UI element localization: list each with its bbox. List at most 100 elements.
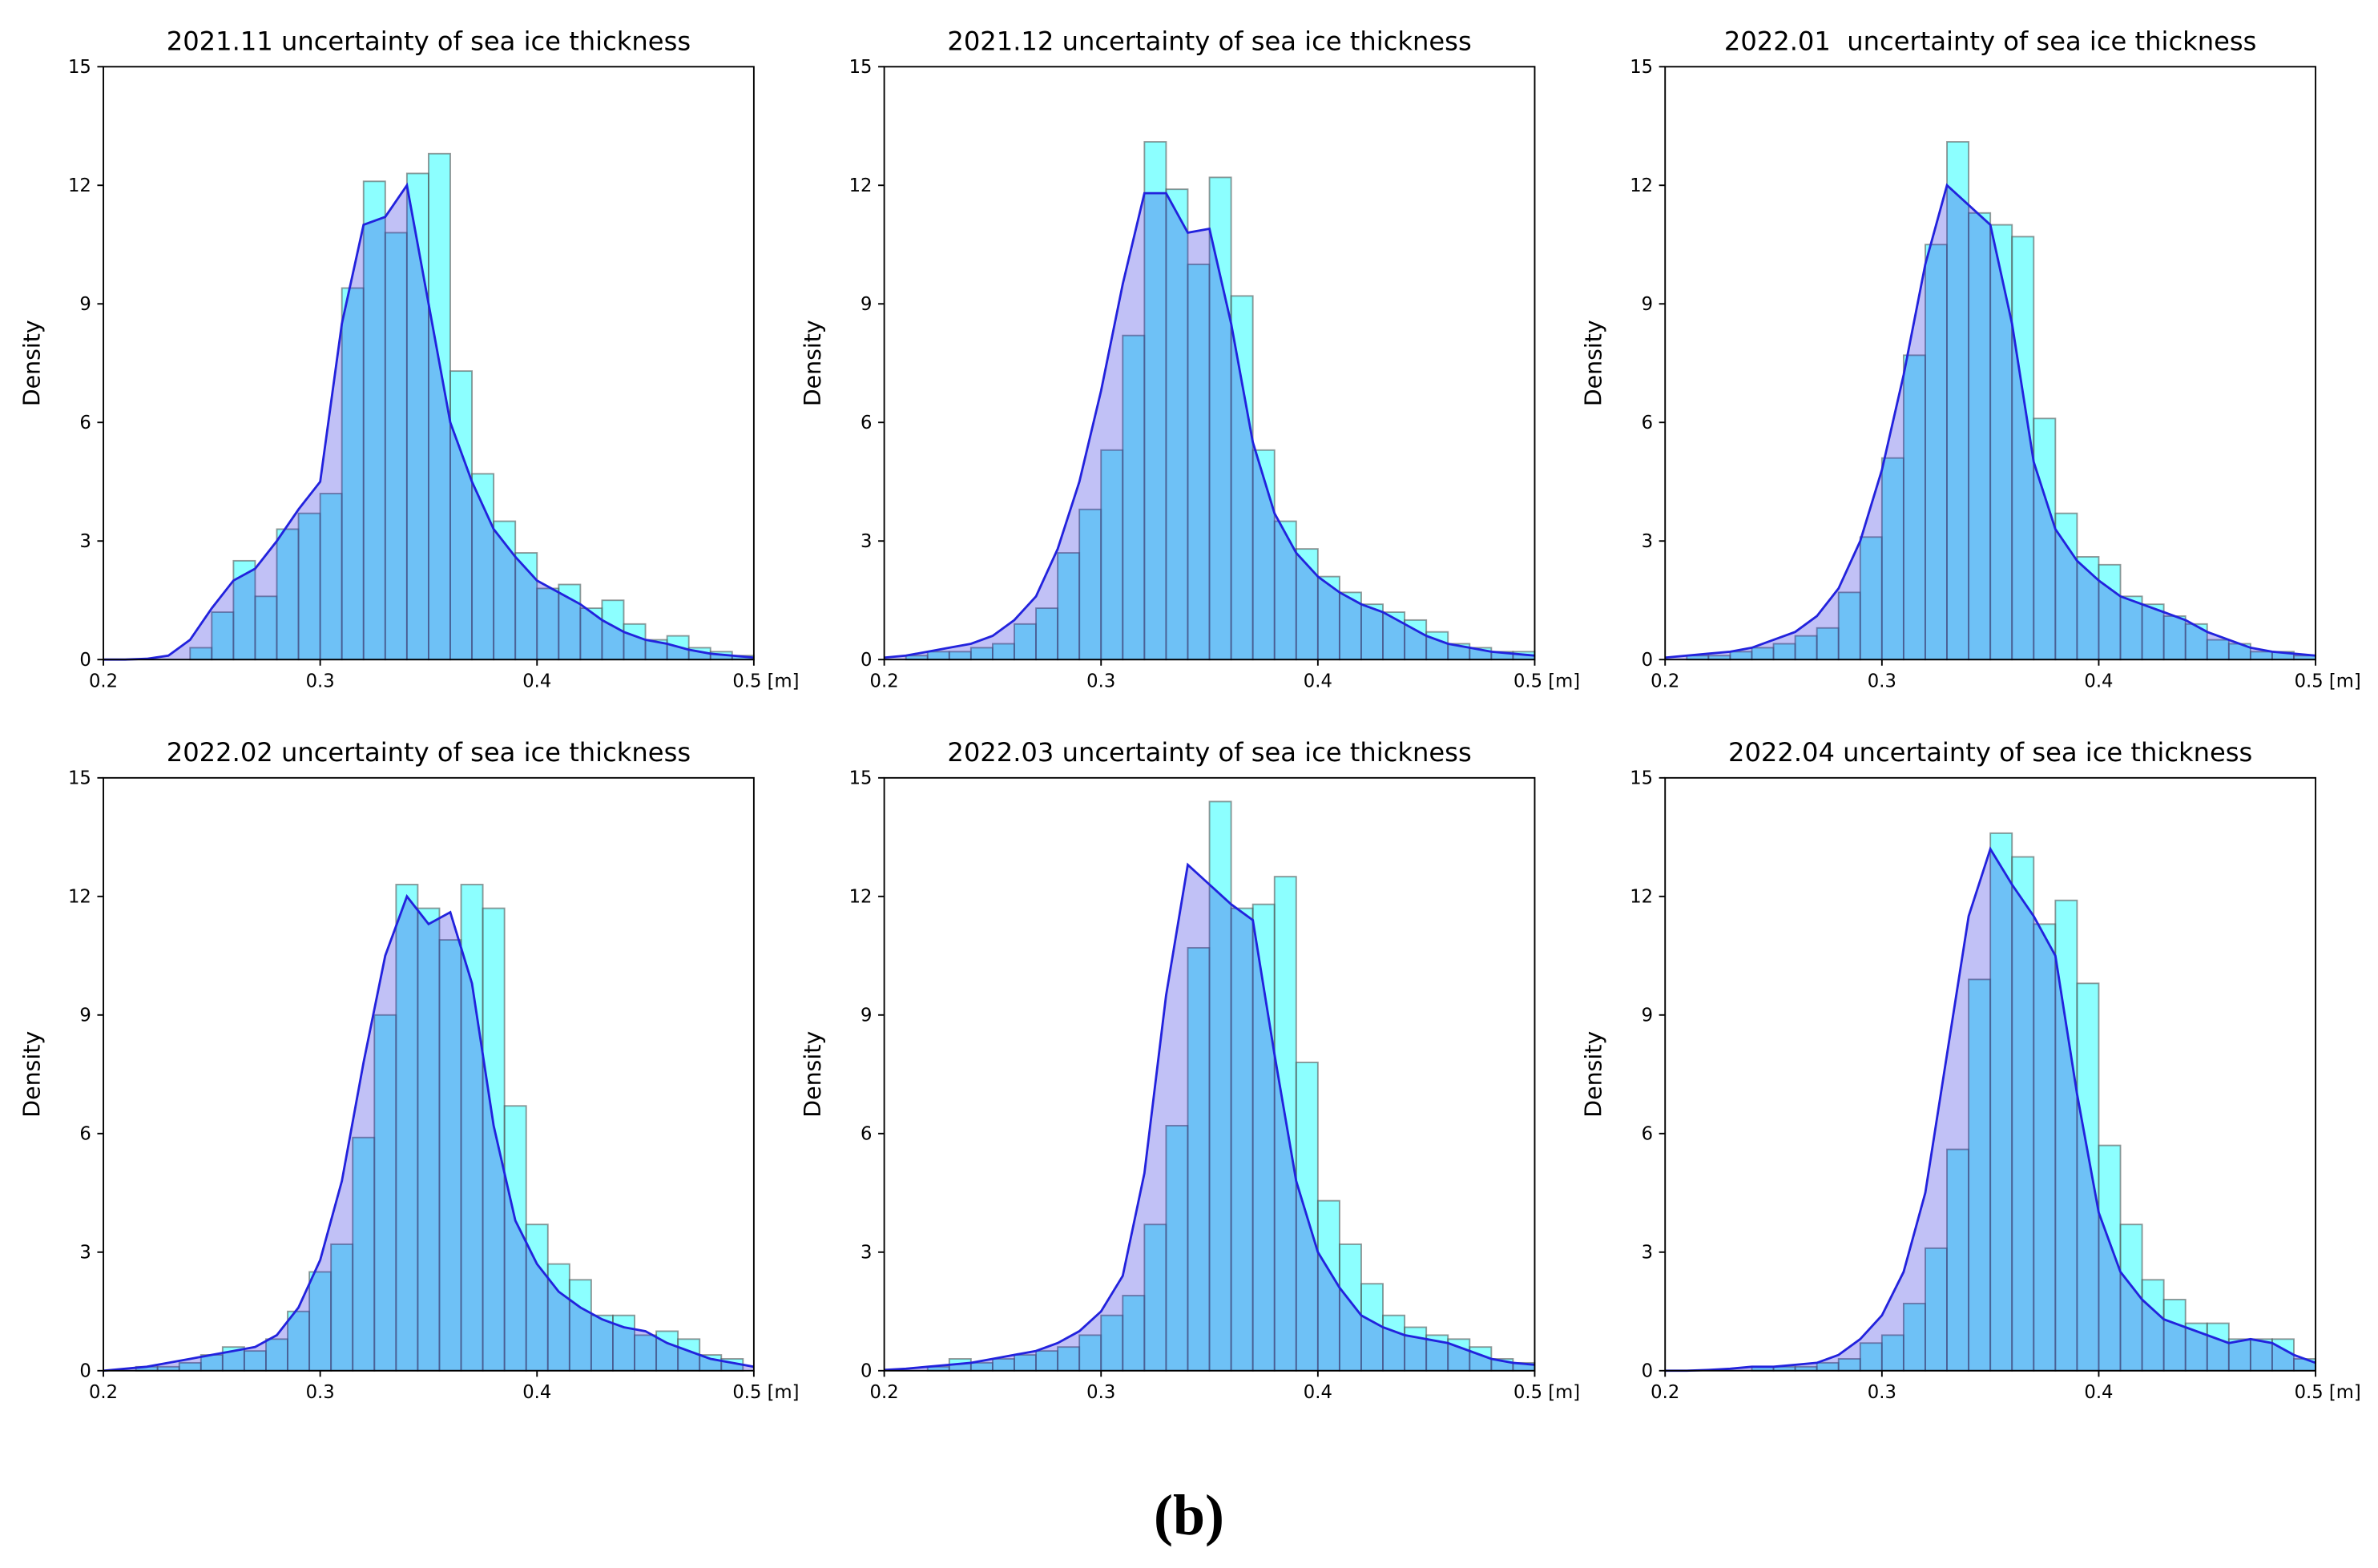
- y-axis-label: Density: [800, 320, 826, 406]
- bar: [1946, 1148, 1970, 1372]
- bar: [1078, 508, 1102, 661]
- bar: [1122, 334, 1146, 661]
- bar: [243, 1350, 267, 1372]
- bar: [1989, 832, 2013, 1372]
- plot-frame: [883, 776, 1536, 1372]
- x-tick-label: 0.5 [m]: [732, 671, 799, 691]
- y-tick-label: 3: [861, 1242, 872, 1263]
- x-tick-label: 0.4: [1304, 1382, 1332, 1403]
- bar: [514, 552, 538, 661]
- kde-line: [1665, 183, 2316, 659]
- bar: [2141, 1279, 2165, 1372]
- y-tick-label: 15: [68, 768, 91, 788]
- y-tick-label: 0: [79, 1360, 91, 1381]
- x-tick-label: 0.4: [522, 1382, 551, 1403]
- plot-frame: [883, 66, 1536, 661]
- x-tick-label: 0.4: [1304, 671, 1332, 691]
- plot-frame: [1664, 66, 2317, 661]
- y-tick-label: 12: [849, 175, 873, 196]
- y-tick-label: 15: [68, 57, 91, 78]
- y-tick-label: 6: [79, 413, 91, 433]
- y-tick-label: 12: [1630, 886, 1653, 907]
- kde-line: [1665, 846, 2316, 1373]
- y-tick-label: 6: [861, 1123, 872, 1144]
- y-tick-label: 9: [861, 1005, 872, 1026]
- x-tick-label: 0.2: [1650, 1382, 1679, 1403]
- chart-panel: 2022.01 uncertainty of sea ice thickness…: [1581, 26, 2361, 691]
- bar: [590, 1314, 614, 1372]
- bar: [2098, 563, 2122, 661]
- bar: [1122, 1295, 1146, 1372]
- x-tick-label: 0.5 [m]: [1513, 671, 1580, 691]
- kde-area: [103, 896, 754, 1371]
- y-axis-label: Density: [19, 1031, 46, 1118]
- y-tick-label: 12: [68, 886, 91, 907]
- bar: [1968, 978, 1992, 1372]
- bar: [634, 1334, 658, 1372]
- x-tick-label: 0.3: [306, 671, 335, 691]
- caption: (b): [1154, 1483, 1224, 1547]
- chart-title: 2021.11 uncertainty of sea ice thickness: [167, 26, 691, 56]
- x-tick-label: 0.3: [1086, 1382, 1115, 1403]
- y-tick-label: 9: [1642, 1005, 1653, 1026]
- bar: [2119, 1223, 2143, 1372]
- y-tick-label: 12: [68, 175, 91, 196]
- bar: [1187, 946, 1211, 1372]
- y-tick-label: 9: [79, 294, 91, 315]
- bar: [1100, 1314, 1124, 1372]
- y-tick-label: 9: [79, 1005, 91, 1026]
- chart-panel: 2022.02 uncertainty of sea ice thickness…: [19, 737, 800, 1403]
- kde-line: [884, 191, 1535, 659]
- bar: [395, 884, 419, 1372]
- bar: [362, 180, 386, 661]
- y-tick-label: 15: [849, 57, 873, 78]
- y-tick-label: 3: [861, 531, 872, 552]
- x-tick-label: 0.3: [306, 1382, 335, 1403]
- bar: [1187, 263, 1211, 661]
- chart-title: 2022.04 uncertainty of sea ice thickness: [1728, 737, 2252, 768]
- y-tick-label: 0: [1642, 650, 1653, 671]
- y-tick-label: 6: [79, 1123, 91, 1144]
- bar: [1925, 244, 1948, 661]
- bar: [1902, 1302, 1926, 1372]
- bar: [1165, 1124, 1189, 1372]
- y-tick-label: 12: [849, 886, 873, 907]
- bar: [265, 1338, 288, 1372]
- chart-panel: 2021.12 uncertainty of sea ice thickness…: [800, 26, 1580, 691]
- chart-panel: 2022.03 uncertainty of sea ice thickness…: [800, 737, 1580, 1403]
- bar: [417, 907, 441, 1372]
- x-tick-label: 0.2: [870, 1382, 899, 1403]
- bar: [2119, 595, 2143, 661]
- bar: [449, 370, 474, 661]
- bar: [1360, 1283, 1384, 1372]
- kde-line: [103, 893, 755, 1373]
- y-tick-label: 6: [1642, 1123, 1653, 1144]
- bar: [1404, 1326, 1428, 1372]
- y-tick-label: 0: [1642, 1360, 1653, 1381]
- plot-frame: [1664, 776, 2317, 1372]
- chart-panel: 2021.11 uncertainty of sea ice thickness…: [19, 26, 800, 691]
- bar: [2011, 856, 2035, 1372]
- chart-title: 2022.01 uncertainty of sea ice thickness: [1724, 26, 2257, 56]
- y-tick-label: 3: [1642, 1242, 1653, 1263]
- kde-area: [1665, 848, 2316, 1371]
- bar: [405, 172, 429, 661]
- kde-line: [103, 182, 754, 661]
- y-axis-label: Density: [19, 320, 46, 406]
- y-axis-label: Density: [800, 1031, 826, 1118]
- bar: [1859, 536, 1883, 661]
- bar: [1338, 1243, 1362, 1372]
- y-axis-label: Density: [1581, 320, 1607, 406]
- y-tick-label: 9: [861, 294, 872, 315]
- x-tick-label: 0.3: [1868, 671, 1896, 691]
- x-tick-label: 0.4: [522, 671, 551, 691]
- x-tick-label: 0.4: [2084, 671, 2113, 691]
- chart-title: 2022.03 uncertainty of sea ice thickness: [947, 737, 1471, 768]
- y-tick-label: 12: [1630, 175, 1653, 196]
- kde-area: [884, 193, 1535, 660]
- bar: [1360, 603, 1384, 661]
- bar: [2011, 236, 2035, 661]
- bar: [254, 595, 278, 661]
- bar: [1968, 212, 1992, 661]
